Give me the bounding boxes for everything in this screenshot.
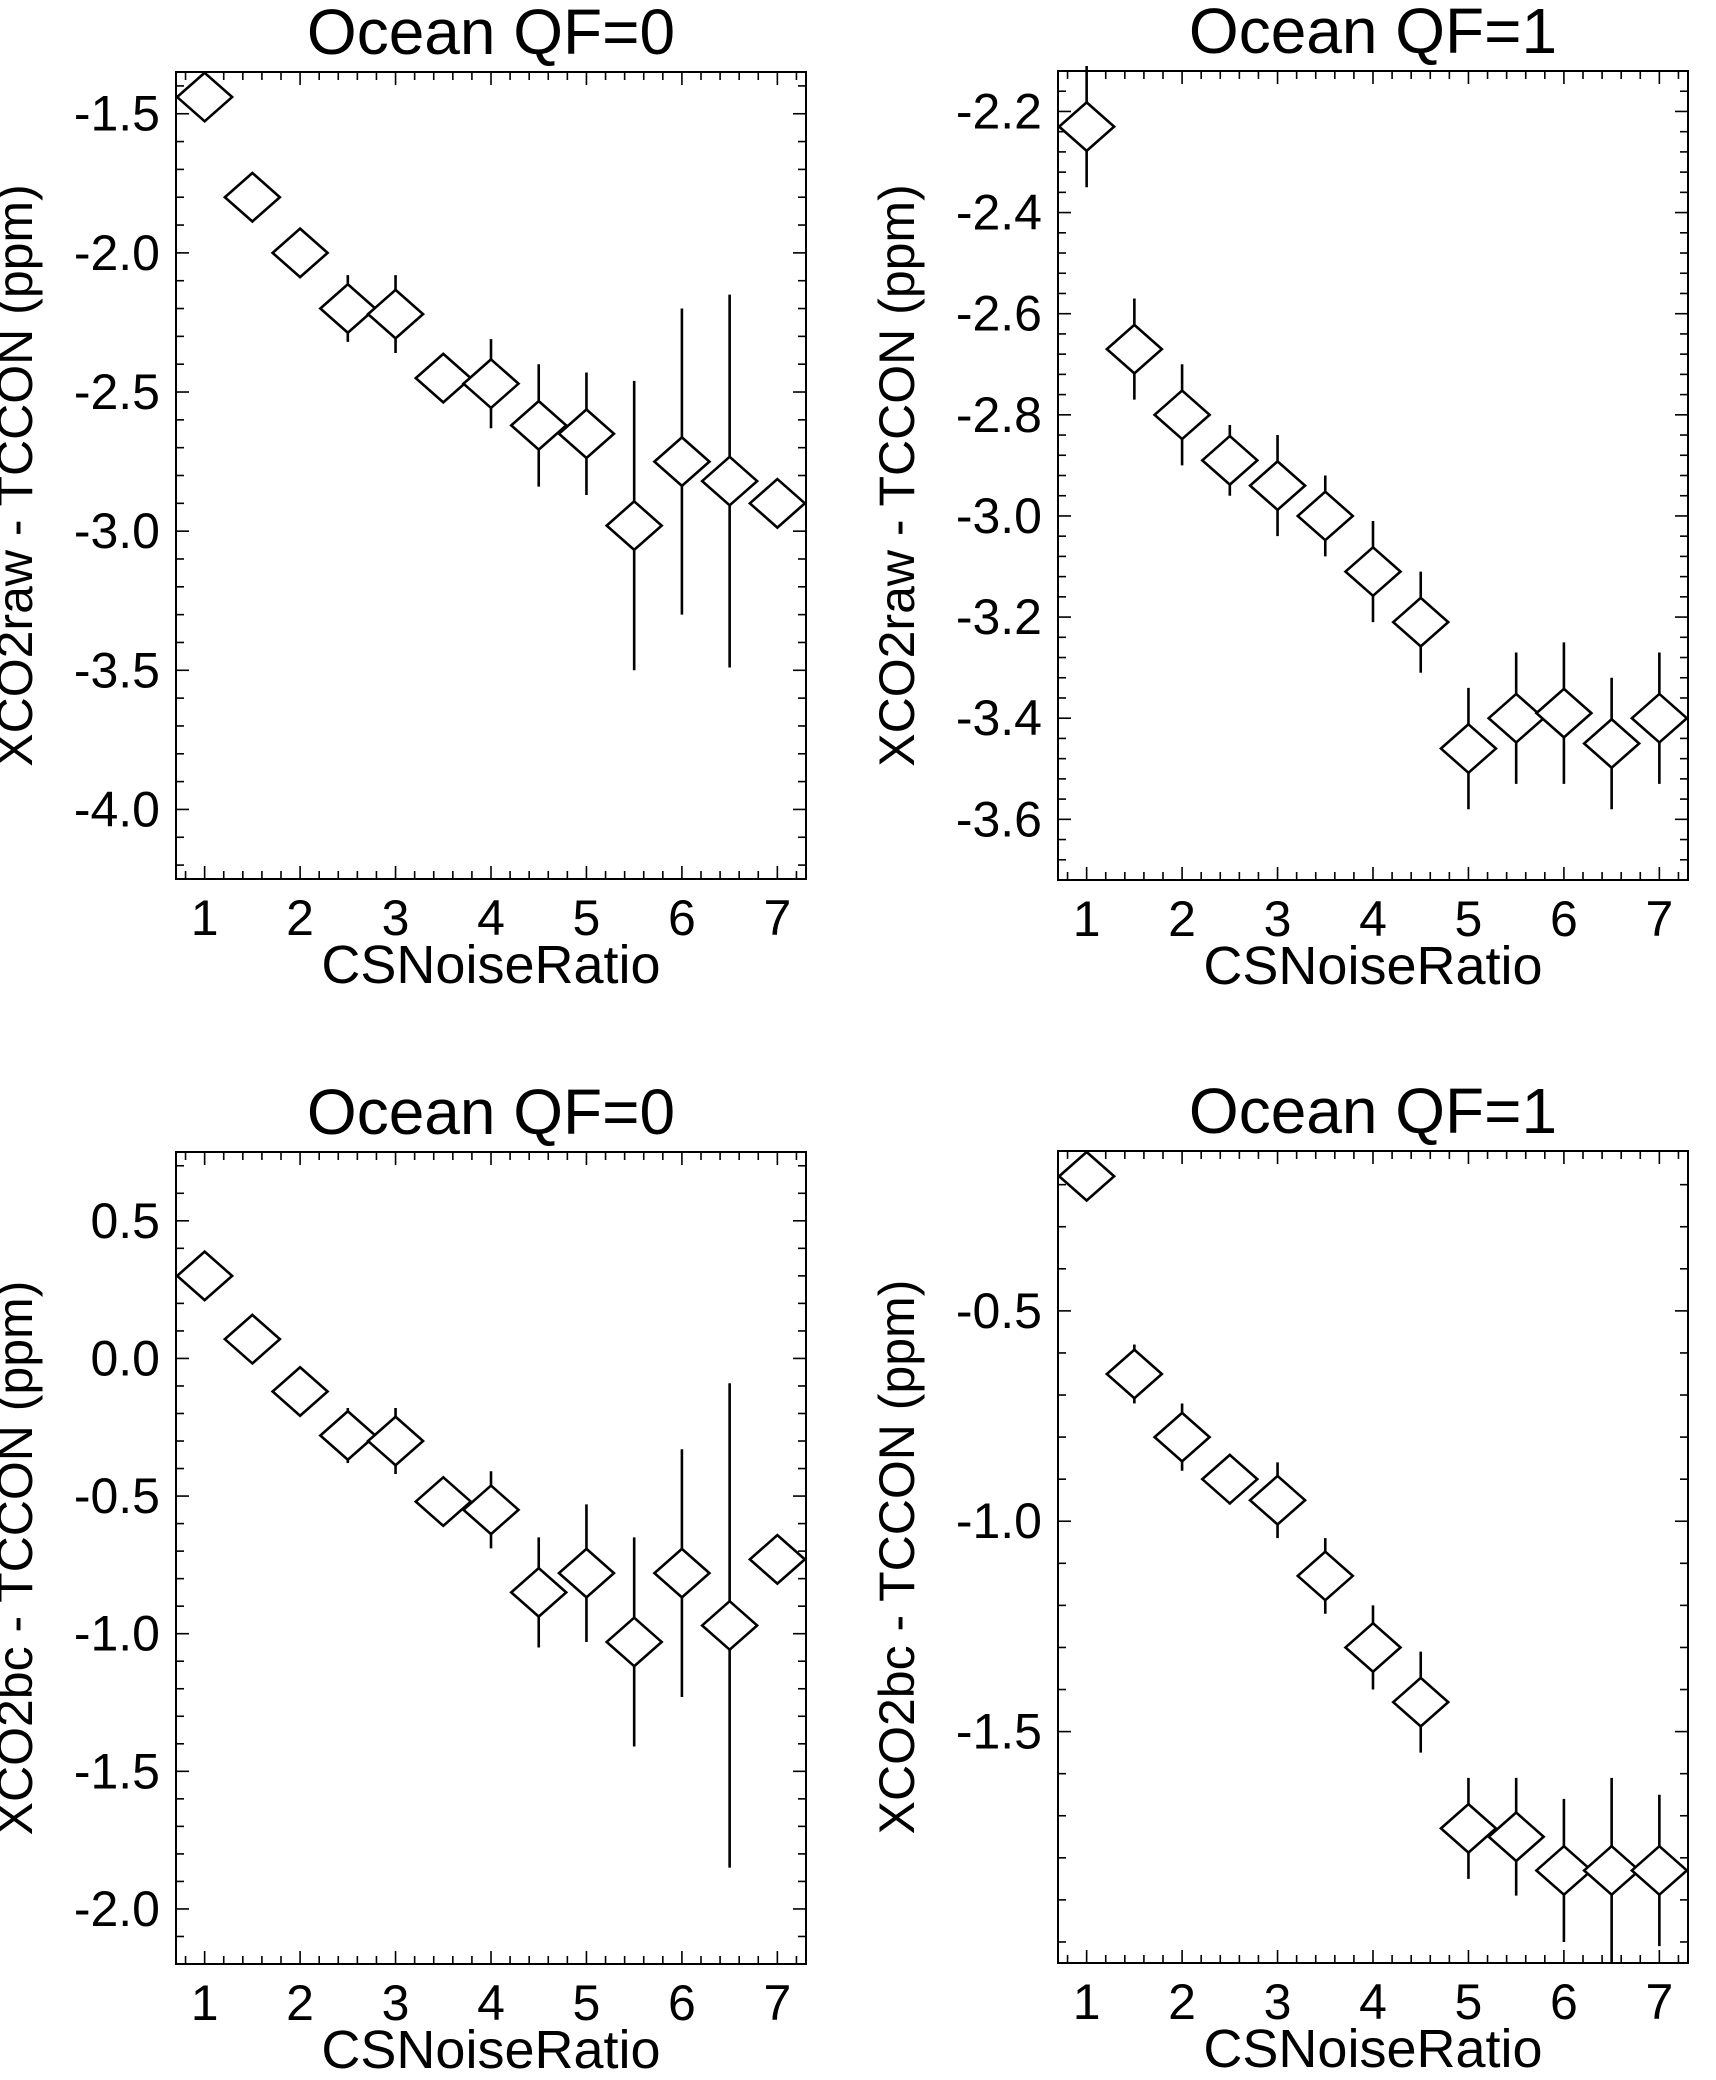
svg-text:0.5: 0.5 [90,1193,160,1249]
svg-text:Ocean QF=0: Ocean QF=0 [307,0,675,68]
svg-text:-3.0: -3.0 [74,503,160,559]
svg-text:CSNoiseRatio: CSNoiseRatio [1203,2019,1542,2079]
svg-text:0.0: 0.0 [90,1330,160,1386]
svg-text:Ocean QF=1: Ocean QF=1 [1189,0,1557,67]
svg-text:-2.4: -2.4 [956,185,1042,241]
svg-text:6: 6 [1550,1974,1578,2030]
svg-text:-1.5: -1.5 [956,1704,1042,1760]
svg-text:Ocean QF=0: Ocean QF=0 [307,1076,675,1148]
svg-text:2: 2 [1168,891,1196,947]
svg-text:-2.2: -2.2 [956,83,1042,139]
svg-text:-2.5: -2.5 [74,364,160,420]
svg-text:-2.0: -2.0 [74,1881,160,1937]
svg-text:-1.0: -1.0 [74,1606,160,1662]
svg-text:XCO2bc - TCCON (ppm): XCO2bc - TCCON (ppm) [0,1281,43,1836]
svg-text:-3.5: -3.5 [74,642,160,698]
svg-text:XCO2raw - TCCON (ppm): XCO2raw - TCCON (ppm) [0,184,43,766]
svg-text:1: 1 [1073,1974,1101,2030]
svg-text:XCO2raw - TCCON (ppm): XCO2raw - TCCON (ppm) [869,184,925,766]
svg-text:CSNoiseRatio: CSNoiseRatio [321,2020,660,2080]
svg-text:2: 2 [286,890,314,946]
svg-text:CSNoiseRatio: CSNoiseRatio [1203,936,1542,996]
svg-text:1: 1 [191,1975,219,2031]
svg-text:-4.0: -4.0 [74,781,160,837]
svg-text:1: 1 [191,890,219,946]
svg-text:1: 1 [1073,891,1101,947]
svg-text:-2.8: -2.8 [956,387,1042,443]
svg-text:6: 6 [668,890,696,946]
svg-text:-1.0: -1.0 [956,1493,1042,1549]
svg-text:Ocean QF=1: Ocean QF=1 [1189,1075,1557,1147]
svg-text:6: 6 [668,1975,696,2031]
svg-text:-1.5: -1.5 [74,1743,160,1799]
svg-text:2: 2 [1168,1974,1196,2030]
svg-text:7: 7 [763,890,791,946]
svg-text:-1.5: -1.5 [74,86,160,142]
svg-text:-3.0: -3.0 [956,488,1042,544]
svg-text:-2.0: -2.0 [74,225,160,281]
svg-text:CSNoiseRatio: CSNoiseRatio [321,935,660,995]
svg-text:-3.4: -3.4 [956,690,1042,746]
svg-text:XCO2bc - TCCON (ppm): XCO2bc - TCCON (ppm) [869,1280,925,1835]
svg-text:2: 2 [286,1975,314,2031]
svg-text:7: 7 [1645,891,1673,947]
svg-text:6: 6 [1550,891,1578,947]
svg-text:-0.5: -0.5 [956,1283,1042,1339]
svg-text:-0.5: -0.5 [74,1468,160,1524]
svg-text:-2.6: -2.6 [956,286,1042,342]
svg-text:7: 7 [1645,1974,1673,2030]
svg-text:-3.2: -3.2 [956,589,1042,645]
svg-text:7: 7 [763,1975,791,2031]
svg-text:-3.6: -3.6 [956,791,1042,847]
